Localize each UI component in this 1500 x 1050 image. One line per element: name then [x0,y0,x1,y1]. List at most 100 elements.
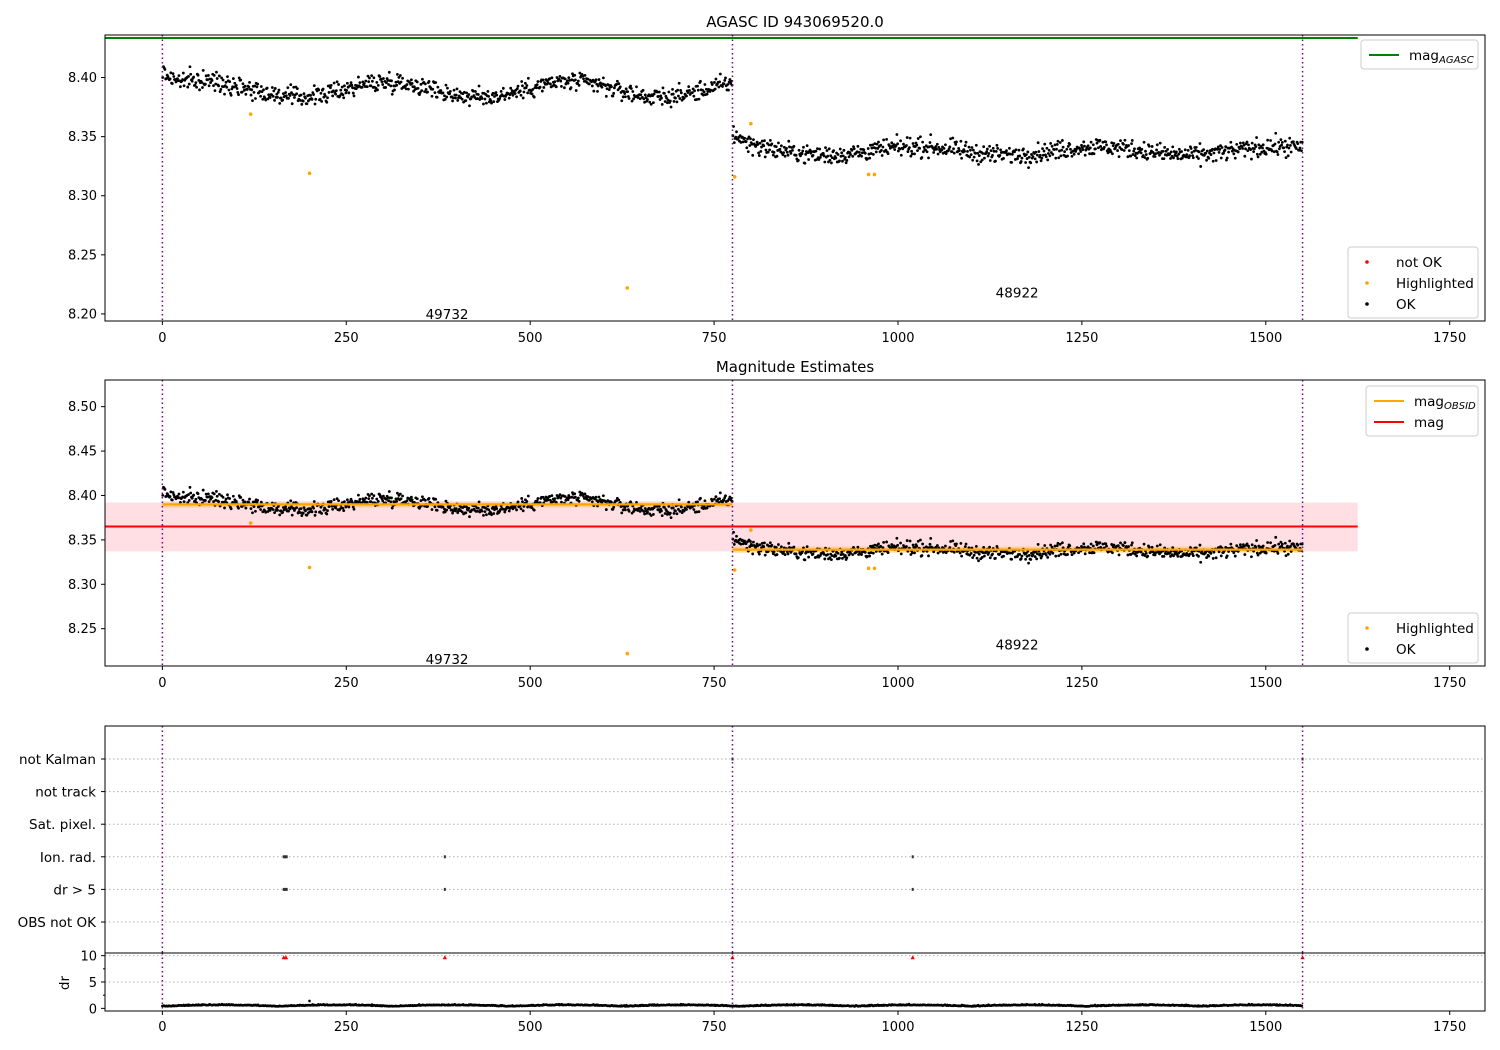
ok-point [1186,148,1190,152]
ok-point [276,508,279,512]
ok-point [1249,148,1253,152]
ok-point [655,504,659,508]
ok-point [1286,143,1289,147]
ok-point [454,509,457,513]
ok-point [409,495,413,499]
ok-point [741,542,745,546]
ok-point [1139,550,1143,554]
ok-point [772,550,776,554]
ok-point [427,496,431,500]
ok-point [405,499,409,503]
ok-point [860,553,863,556]
ok-point [1079,150,1083,153]
ok-point [830,558,833,562]
ok-point [724,76,727,80]
ok-point [1246,149,1250,153]
ok-point [424,88,428,91]
ok-point [1274,131,1278,135]
ok-point [433,505,437,509]
ok-point [351,505,355,509]
ok-point [1272,150,1276,154]
ok-point [867,152,871,156]
ok-point [676,88,680,92]
ok-point [196,73,200,77]
ok-point [492,512,496,515]
ok-point [1102,145,1106,149]
ok-point [732,530,735,534]
ok-point [1146,554,1150,558]
ok-point [623,92,627,95]
ok-point [513,92,517,95]
legend-marker [1365,260,1369,264]
ok-point [1130,142,1133,146]
ok-point [335,497,339,501]
ok-point [1044,155,1048,159]
ok-point [921,150,925,154]
ok-point [847,155,851,159]
ok-point [441,505,445,509]
ok-point [300,514,304,517]
ok-point [291,93,295,96]
ok-point [443,97,447,101]
ok-point [1077,152,1080,156]
ok-point [1058,149,1061,153]
ok-point [1283,150,1286,154]
ok-point [702,507,705,511]
ok-point [187,498,191,502]
ok-point [908,136,912,140]
ok-point [803,558,807,562]
ok-point [370,74,374,77]
dr-point [308,999,311,1003]
ok-point [868,544,872,548]
ok-point [895,536,899,540]
ok-point [1081,148,1085,151]
x-tick-label: 0 [158,331,166,346]
ok-point [590,500,594,504]
ok-point [1185,153,1189,157]
ok-point [1276,551,1280,555]
ok-point [787,541,791,545]
ok-point [310,510,314,514]
ok-point [1270,149,1274,153]
ok-point [259,94,262,98]
ok-point [952,147,955,151]
ok-point [1232,152,1236,156]
ok-point [549,498,552,502]
ok-point [760,145,763,149]
ok-point [1247,143,1250,147]
ok-point [1053,143,1057,147]
ok-point [1035,160,1039,164]
ok-point [582,77,585,81]
ok-point [877,140,880,144]
dr-clipped-marker [730,955,735,960]
legend-marker [1365,647,1369,651]
ok-point [775,154,779,158]
ok-point [194,497,198,501]
ok-point [1197,554,1200,558]
ok-point [1113,146,1117,150]
ok-point [1260,150,1264,154]
ok-point [604,94,608,98]
ok-point [503,510,507,514]
ok-point [321,87,325,91]
ok-point [975,159,979,163]
ok-point [562,86,566,90]
ok-point [248,80,251,84]
ok-point [963,545,967,548]
ok-point [958,551,962,555]
ok-point [815,158,819,161]
ok-point [574,89,578,92]
ok-point [541,78,545,82]
ok-point [1131,153,1135,156]
ok-point [477,84,481,88]
ok-point [376,499,380,503]
ok-point [1199,165,1203,168]
ok-point [1224,145,1228,149]
ok-point [578,490,582,494]
ok-point [441,91,445,95]
ok-point [526,76,530,80]
ok-point [1133,154,1137,157]
ok-point [1214,556,1218,560]
ok-point [807,158,811,161]
ok-point [624,95,627,99]
